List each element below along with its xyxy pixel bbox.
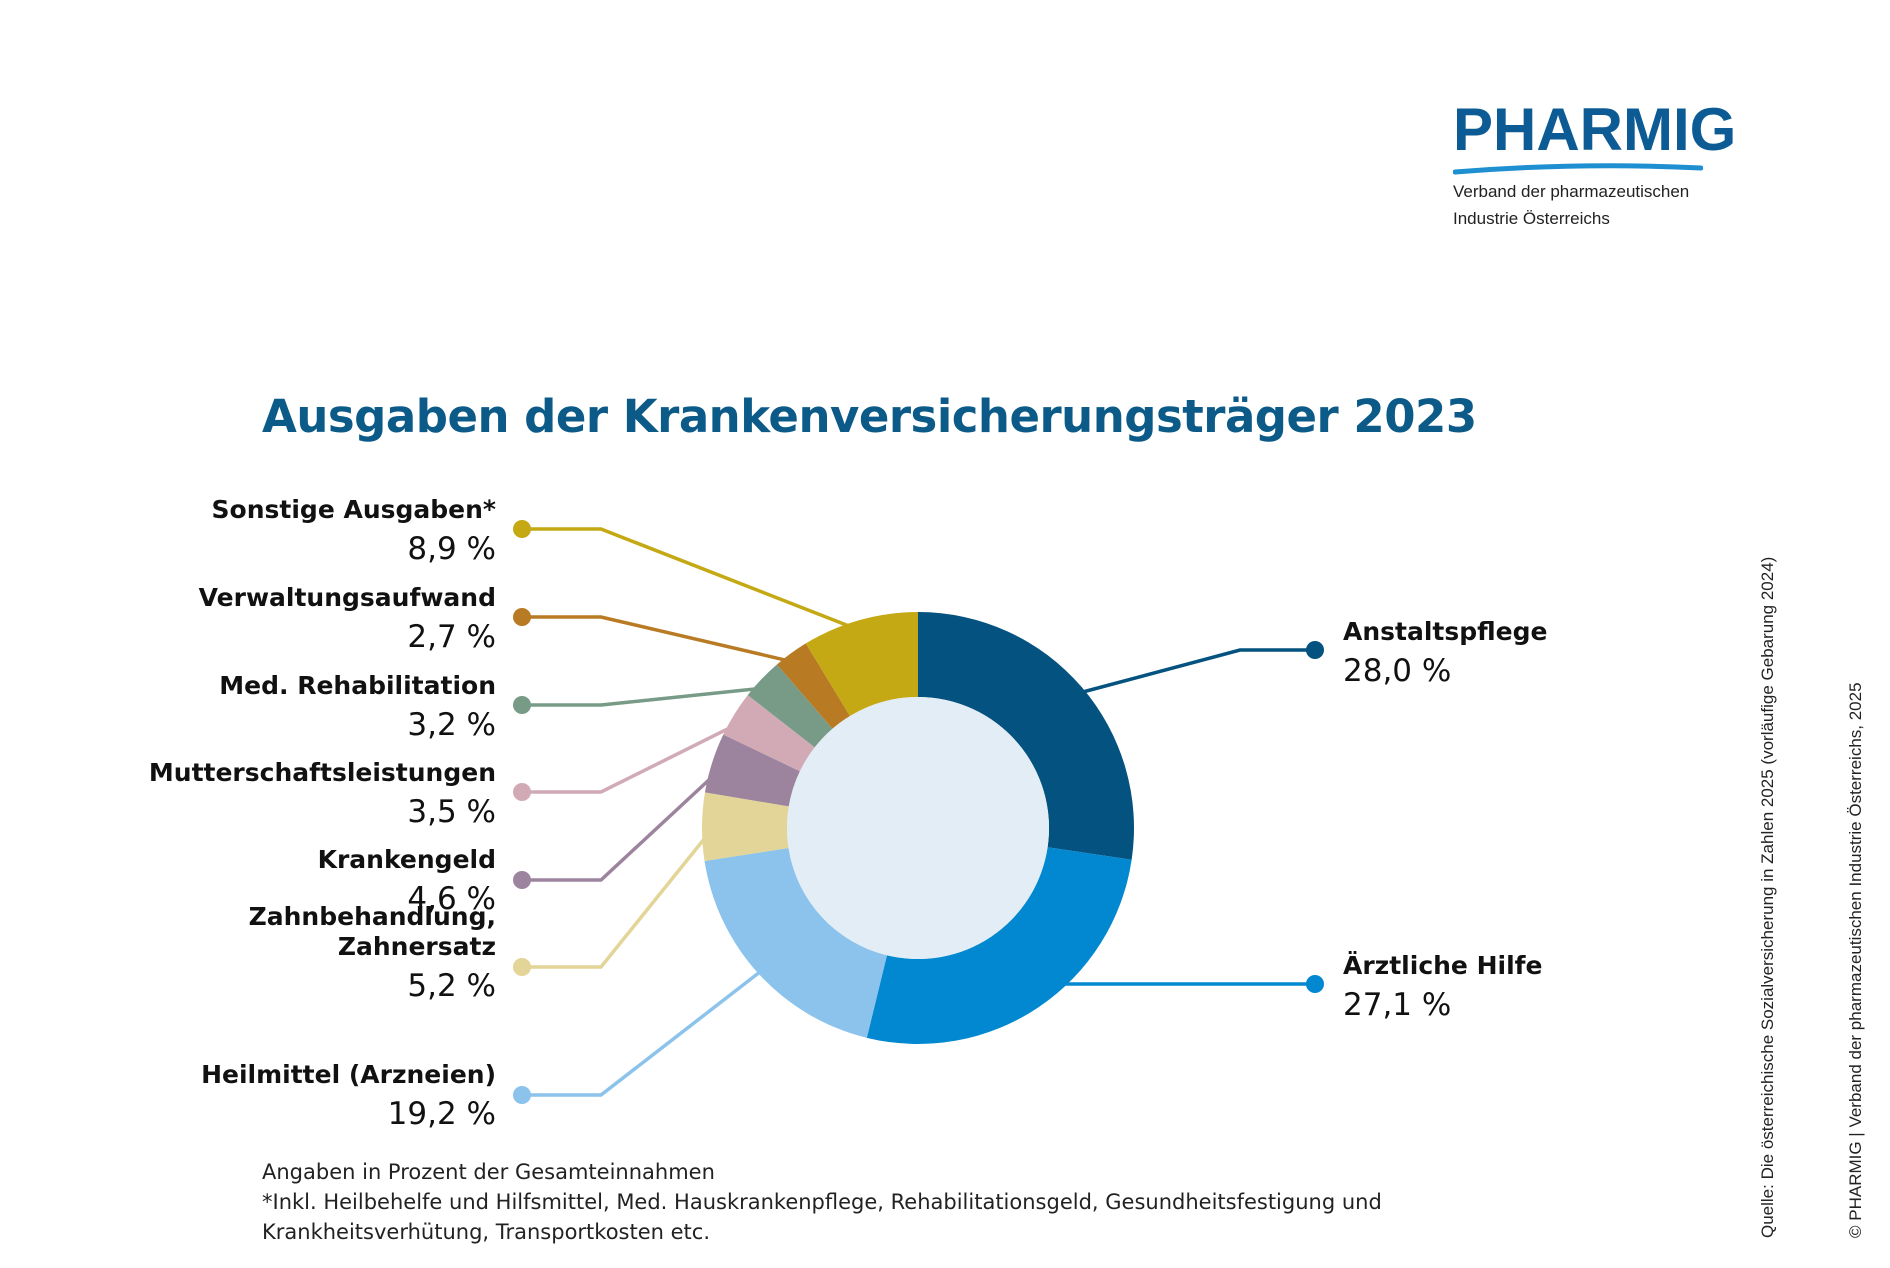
slice-value-zahnbehandlung-zahnersatz: 5,2 % [407,968,496,1004]
slice-label-krankengeld: Krankengeld [318,845,496,874]
slice-value-krankengeld: 4,6 % [407,881,496,917]
copyright-note: © PHARMIG | Verband der pharmazeutischen… [1846,682,1865,1238]
leader-line-heilmittel-arzneien [522,964,769,1097]
leader-line-sonstige-ausgaben [522,527,864,634]
slice-value-med-rehabilitation: 3,2 % [407,707,496,743]
footnote: Angaben in Prozent der Gesamteinnahmen *… [262,1157,1412,1247]
slice-value-arztliche-hilfe: 27,1 % [1343,987,1451,1023]
slice-verwaltungsaufwand [776,643,850,729]
leader-lines [513,520,1324,1104]
slice-label-med-rehabilitation: Med. Rehabilitation [219,671,496,700]
slice-sonstige-ausgaben [805,612,918,717]
leader-line-mutterschaftsleistungen [522,718,746,794]
leader-line-krankengeld [522,765,725,882]
leader-dot-mutterschaftsleistungen [513,783,531,801]
slice-label-sonstige-ausgaben: Sonstige Ausgaben* [212,495,496,524]
donut-hole [787,697,1049,959]
logo-wordmark: PHARMIG [1453,96,1737,163]
slice-value-mutterschaftsleistungen: 3,5 % [407,794,496,830]
slice-label-zahnbehandlung-zahnersatz-2: Zahnersatz [338,932,496,961]
leader-dot-med-rehabilitation [513,696,531,714]
leader-line-anstaltspflege [1072,648,1315,697]
slice-med-rehabilitation [747,664,833,748]
slice-label-anstaltspflege: Anstaltspflege [1343,617,1547,646]
slice-label-mutterschaftsleistungen: Mutterschaftsleistungen [149,758,496,787]
slice-label-arztliche-hilfe: Ärztliche Hilfe [1343,950,1543,980]
leader-line-zahnbehandlung-zahnersatz [522,825,716,969]
logo-subtitle-line1: Verband der pharmazeutischen [1453,182,1690,201]
logo-swoosh-icon [1453,163,1703,175]
leader-dot-krankengeld [513,871,531,889]
leader-line-med-rehabilitation [522,685,771,707]
source-note: Quelle: Die österreichische Sozialversic… [1758,556,1777,1238]
slice-anstaltspflege [918,612,1134,860]
slice-label-heilmittel-arzneien: Heilmittel (Arzneien) [201,1060,496,1089]
slice-label-verwaltungsaufwand: Verwaltungsaufwand [199,583,496,612]
leader-dot-arztliche-hilfe [1306,975,1324,993]
leader-dot-heilmittel-arzneien [513,1086,531,1104]
slice-mutterschaftsleistungen [723,695,815,772]
leader-dot-verwaltungsaufwand [513,608,531,626]
slice-value-heilmittel-arzneien: 19,2 % [388,1096,496,1132]
slice-value-sonstige-ausgaben: 8,9 % [407,531,496,567]
slice-zahnbehandlung-zahnersatz [702,792,789,862]
slice-labels: Anstaltspflege 28,0 % Ärztliche Hilfe 27,1 … [149,495,1548,1132]
slice-label-zahnbehandlung-zahnersatz-1: Zahnbehandlung, [249,902,496,931]
leader-line-verwaltungsaufwand [522,615,799,665]
footnote-line1: Angaben in Prozent der Gesamteinnahmen [262,1160,715,1184]
slice-arztliche-hilfe [866,847,1132,1044]
slice-heilmittel-arzneien [704,848,887,1038]
donut-slices [702,612,1134,1044]
logo-subtitle-line2: Industrie Österreichs [1453,209,1610,228]
footnote-line2: *Inkl. Heilbehelfe und Hilfsmittel, Med.… [262,1190,1382,1244]
slice-value-anstaltspflege: 28,0 % [1343,653,1451,689]
slice-krankengeld [704,734,800,807]
leader-dot-sonstige-ausgaben [513,520,531,538]
chart-title: Ausgaben der Krankenversicherungsträger … [262,390,1477,443]
leader-dot-anstaltspflege [1306,641,1324,659]
pharmig-logo: PHARMIG Verband der pharmazeutischen Ind… [1453,96,1737,230]
leader-dot-zahnbehandlung-zahnersatz [513,958,531,976]
slice-value-verwaltungsaufwand: 2,7 % [407,619,496,655]
